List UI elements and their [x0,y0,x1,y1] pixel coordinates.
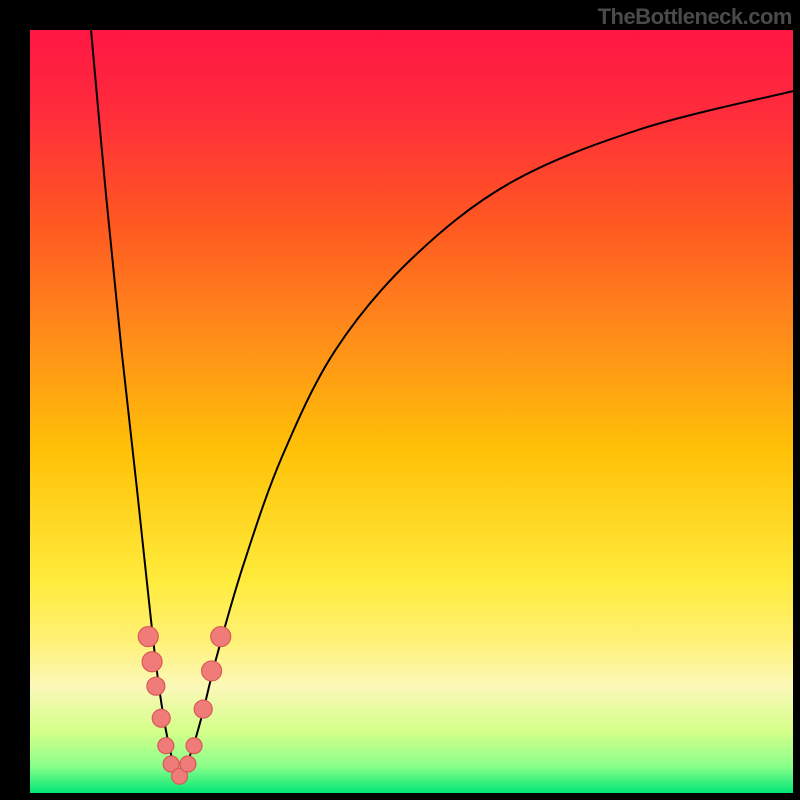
data-point [158,738,174,754]
data-point [147,677,165,695]
chart-container: TheBottleneck.com [0,0,800,800]
data-point [211,627,231,647]
data-point [152,709,170,727]
data-point [180,756,196,772]
data-point [138,627,158,647]
data-point [202,661,222,681]
chart-svg [30,30,793,793]
watermark-text: TheBottleneck.com [598,4,792,30]
data-point [142,652,162,672]
plot-area [30,30,793,793]
bottleneck-curve [91,30,793,778]
data-point [186,738,202,754]
data-point [194,700,212,718]
